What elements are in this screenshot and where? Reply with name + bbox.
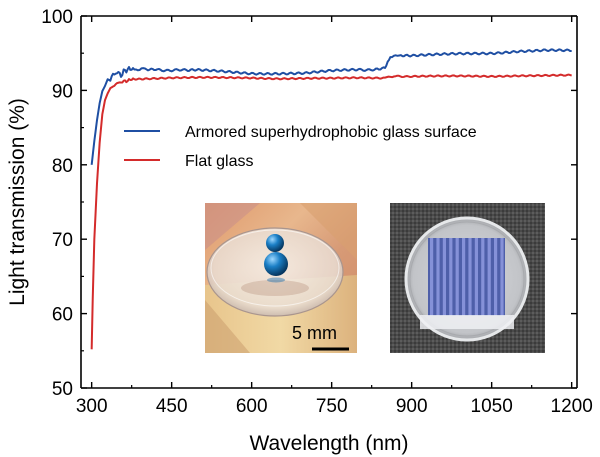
x-tick-label: 300 bbox=[76, 396, 108, 417]
y-tick-label: 70 bbox=[52, 230, 73, 251]
y-tick-label: 50 bbox=[52, 379, 73, 400]
y-axis-ticks: 50 60 70 80 90 100 bbox=[41, 7, 577, 400]
inset-disc-stripes bbox=[430, 238, 504, 316]
x-tick-label: 1200 bbox=[551, 396, 593, 417]
x-tick-label: 750 bbox=[316, 396, 348, 417]
x-axis-ticks: 300 450 600 750 900 1050 1200 bbox=[76, 16, 593, 417]
x-tick-label: 600 bbox=[236, 396, 268, 417]
series-layer bbox=[90, 48, 572, 350]
legend: Armored superhydrophobic glass surface F… bbox=[124, 124, 477, 170]
y-tick-label: 80 bbox=[52, 156, 73, 177]
legend-label-flat: Flat glass bbox=[185, 153, 253, 170]
droplet-upper bbox=[266, 234, 284, 252]
inset-photo-disc bbox=[390, 203, 545, 353]
inset-photo-droplets: 5 mm bbox=[205, 203, 357, 353]
x-tick-label: 1050 bbox=[471, 396, 513, 417]
y-tick-label: 60 bbox=[52, 305, 73, 326]
legend-label-armored: Armored superhydrophobic glass surface bbox=[185, 124, 477, 141]
x-tick-label: 450 bbox=[156, 396, 188, 417]
axes bbox=[80, 15, 578, 389]
series-line-armored bbox=[90, 48, 572, 165]
y-tick-label: 100 bbox=[41, 7, 73, 28]
y-axis-label: Light transmission (%) bbox=[6, 98, 29, 306]
x-axis-label: Wavelength (nm) bbox=[249, 432, 408, 455]
series-line-flat bbox=[90, 73, 572, 350]
scale-bar-label: 5 mm bbox=[292, 323, 337, 343]
y-tick-label: 90 bbox=[52, 81, 73, 102]
droplet-lower bbox=[264, 252, 288, 276]
x-tick-label: 900 bbox=[396, 396, 428, 417]
